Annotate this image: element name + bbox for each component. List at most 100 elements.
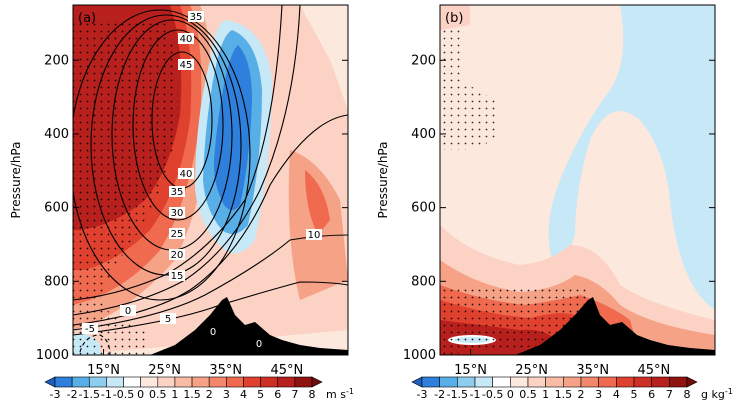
contour-label-bg xyxy=(169,207,185,218)
contour-label: -5 xyxy=(85,324,95,335)
panel-b: 15°N 25°N 35°N 45°N 200 400 600 800 1000 (b) Pre… xyxy=(376,4,716,378)
panel-b-ticks: 15°N 25°N 35°N 45°N 200 400 600 800 1000 xyxy=(403,53,715,378)
panel-a-field xyxy=(73,5,348,355)
colorbar-level-label: 7 xyxy=(666,388,673,401)
colorbar-bin xyxy=(106,376,124,388)
contour-label: 10 xyxy=(308,230,321,241)
colorbar-bin xyxy=(669,376,688,388)
colorbar-bin xyxy=(633,376,652,388)
colorbar-level-label: 8 xyxy=(684,388,691,401)
colorbar-level-label: 5 xyxy=(257,388,264,401)
colorbar-bin xyxy=(616,376,635,388)
colorbar-bin xyxy=(260,376,279,388)
colorbar-level-label: 4 xyxy=(240,388,247,401)
contour-label-bg xyxy=(169,270,185,281)
colorbar-bin xyxy=(243,376,261,388)
contour-label: 30 xyxy=(171,208,184,219)
contour-label: 15 xyxy=(171,271,184,282)
panel-a-contour-labels: 35 40 45 40 35 30 25 20 15 10 5 -5 0 0 0 xyxy=(82,11,322,350)
colorbar-level-label: 5 xyxy=(631,388,638,401)
colorbar-bin xyxy=(598,376,617,388)
colorbar-bin xyxy=(140,376,159,388)
contour-label-bg xyxy=(188,11,204,22)
colorbar-bin xyxy=(54,376,73,388)
colorbar-level-label: -1 xyxy=(101,388,112,401)
panel-a-frame xyxy=(72,4,349,356)
panel-a-terrain xyxy=(150,297,348,355)
contour-label-bg xyxy=(251,338,267,349)
colorbar-level-label: -0.5 xyxy=(113,388,134,401)
x-tick-label: 15°N xyxy=(454,363,487,378)
colorbar-bin xyxy=(492,376,511,388)
colorbar-bin xyxy=(191,376,210,388)
colorbar-level-label: 0.5 xyxy=(519,388,537,401)
contour-label: 45 xyxy=(180,60,193,71)
colorbar-bin xyxy=(457,376,476,388)
x-tick-label: 45°N xyxy=(270,363,303,378)
x-tick-label: 25°N xyxy=(148,363,181,378)
panel-b-ylabel: Pressure/hPa xyxy=(376,142,390,219)
colorbar-end-low xyxy=(411,376,423,388)
colorbar-level-label: -2 xyxy=(434,388,445,401)
contour-label: 35 xyxy=(190,12,203,23)
colorbar-bin xyxy=(277,376,296,388)
colorbar-bin xyxy=(545,376,564,388)
colorbar-unit: g kg-1 xyxy=(701,387,733,401)
contour-label: 40 xyxy=(180,34,193,45)
colorbar-level-label: 3 xyxy=(223,388,230,401)
x-tick-label: 35°N xyxy=(209,363,242,378)
colorbar-level-label: 7 xyxy=(291,388,298,401)
colorbar-level-label: 0 xyxy=(137,388,144,401)
x-tick-label: 25°N xyxy=(515,363,548,378)
x-tick-label: 45°N xyxy=(637,363,670,378)
x-tick-label: 15°N xyxy=(87,363,120,378)
colorbar-level-label: 1 xyxy=(542,388,549,401)
colorbar-level-label: 6 xyxy=(648,388,655,401)
contour-label-bg xyxy=(178,168,194,179)
contour-label-bg xyxy=(178,59,194,70)
colorbar-bin xyxy=(474,376,493,388)
colorbar-level-label: 1.5 xyxy=(183,388,201,401)
colorbar-end-low xyxy=(44,376,56,388)
colorbar-unit-exp: -1 xyxy=(346,387,354,396)
colorbar-level-label: 1.5 xyxy=(555,388,573,401)
colorbar-bin xyxy=(527,376,546,388)
contour-label: 20 xyxy=(171,250,184,261)
colorbar-level-label: 6 xyxy=(274,388,281,401)
colorbar-level-label: 0.5 xyxy=(149,388,167,401)
y-tick-label: 400 xyxy=(44,127,69,142)
colorbar-unit: m s-1 xyxy=(326,387,354,401)
colorbar-level-label: -2 xyxy=(67,388,78,401)
colorbar-bin xyxy=(157,376,176,388)
colorbar-level-label: -1.5 xyxy=(79,388,100,401)
contour-label: 25 xyxy=(171,229,184,240)
contour-label-bg xyxy=(306,229,322,240)
panel-a-contours xyxy=(73,5,348,355)
colorbar-bin xyxy=(651,376,670,388)
colorbar-level-label: 0 xyxy=(507,388,514,401)
y-tick-label: 200 xyxy=(44,53,69,68)
colorbar-level-label: 2 xyxy=(206,388,213,401)
colorbar-bin xyxy=(123,376,141,388)
contour-label: 0 xyxy=(125,306,131,317)
colorbar-bin xyxy=(88,376,107,388)
colorbar-bin xyxy=(174,376,193,388)
contour-label: 0 xyxy=(256,339,262,350)
contour-label-bg xyxy=(205,326,221,337)
contour-label-bg xyxy=(169,249,185,260)
contour-label-bg xyxy=(82,323,98,334)
colorbar-bin xyxy=(580,376,599,388)
y-tick-label: 800 xyxy=(411,274,436,289)
contour-label-bg xyxy=(169,186,185,197)
contour-label-bg xyxy=(178,33,194,44)
colorbar-bin xyxy=(439,376,458,388)
y-tick-label: 800 xyxy=(44,274,69,289)
contour-label-bg xyxy=(160,313,176,324)
colorbar-bin xyxy=(421,376,440,388)
colorbar-bin xyxy=(563,376,582,388)
panel-b-frame xyxy=(439,4,716,356)
contour-label: 35 xyxy=(171,187,184,198)
colorbar-level-label: -0.5 xyxy=(482,388,503,401)
